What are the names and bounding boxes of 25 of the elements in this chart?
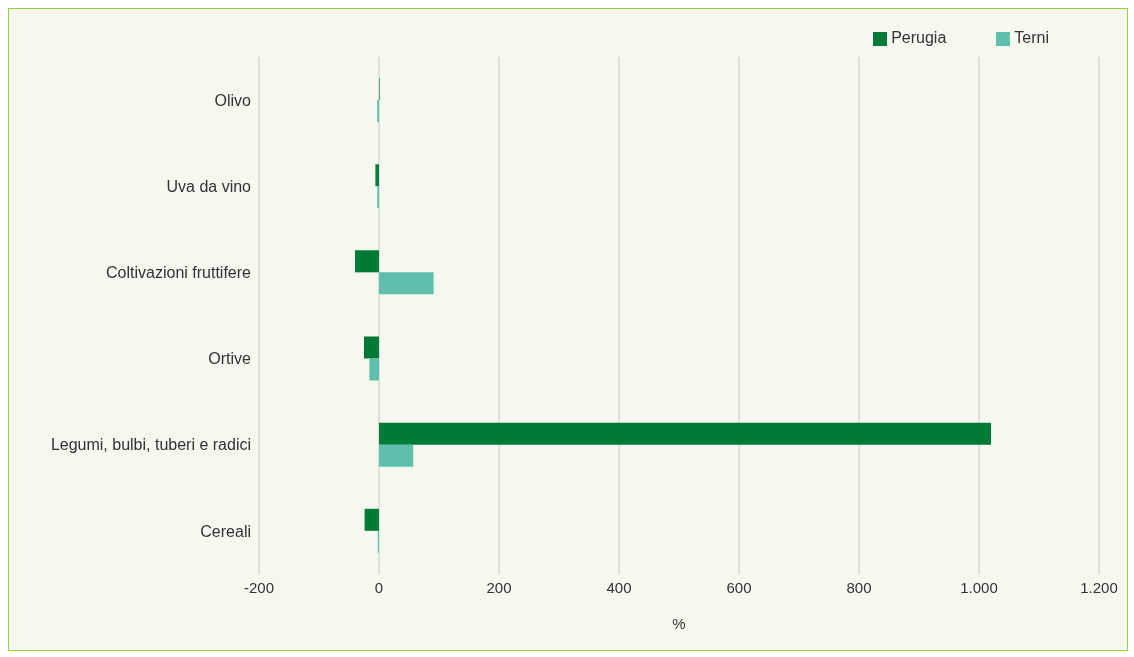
x-tick-label: 0 — [374, 578, 384, 596]
x-tick-label: 400 — [606, 578, 632, 596]
x-tick-label: 1.000 — [960, 578, 998, 596]
x-tick-label: 800 — [846, 578, 872, 596]
bar — [364, 336, 379, 359]
bar — [355, 250, 379, 273]
bar — [375, 164, 379, 187]
y-tick-label: Uva da vino — [166, 177, 252, 195]
x-tick-label: 200 — [486, 578, 512, 596]
x-axis-title: % — [672, 615, 686, 632]
bar — [364, 508, 379, 531]
y-tick-label: Cereali — [200, 522, 251, 540]
legend-label: Terni — [1014, 29, 1049, 46]
x-tick-label: -200 — [243, 578, 275, 596]
bar — [369, 358, 379, 381]
legend-label: Perugia — [891, 29, 947, 46]
y-tick-label: Coltivazioni fruttifere — [106, 264, 252, 282]
y-tick-label: Olivo — [214, 91, 252, 109]
bar — [379, 422, 991, 445]
y-tick-label: Legumi, bulbi, tuberi e radici — [50, 436, 251, 454]
x-tick-label: 1.200 — [1080, 578, 1118, 596]
bar — [379, 272, 434, 295]
bar — [379, 444, 414, 467]
y-tick-label: Ortive — [208, 350, 252, 368]
x-tick-label: 600 — [726, 578, 752, 596]
